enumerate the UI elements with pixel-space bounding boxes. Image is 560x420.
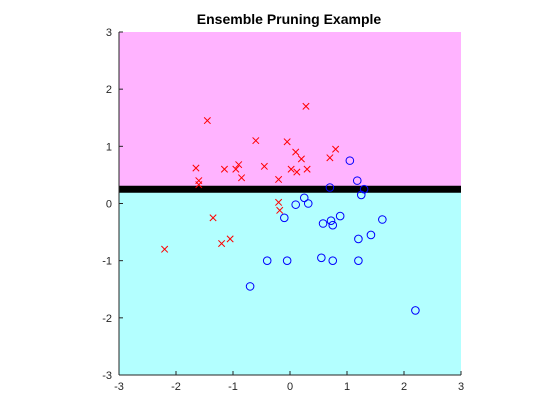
x-marker-point <box>293 168 301 176</box>
x-marker-point <box>209 214 217 222</box>
x-marker-point <box>252 137 260 145</box>
x-tick-label: 1 <box>344 381 350 393</box>
circle-marker-point <box>328 256 338 265</box>
circle-marker-point <box>303 199 313 208</box>
y-tick-label: -1 <box>102 256 112 268</box>
circle-marker-point <box>335 211 345 221</box>
x-tick-label: 3 <box>458 381 464 393</box>
x-marker-point <box>232 165 240 173</box>
x-tick-label: -2 <box>171 381 181 393</box>
x-marker-point <box>226 235 234 243</box>
circle-marker-point <box>352 176 362 185</box>
upper-region <box>119 32 461 190</box>
plot-area: -3 -2 -1 0 1 2 3 3 2 1 0 -1 -2 -3 <box>102 27 464 393</box>
x-marker-point <box>220 165 229 173</box>
x-marker-point <box>283 138 291 146</box>
circle-marker-point <box>299 193 309 203</box>
x-marker-point <box>161 245 169 253</box>
circle-marker-point <box>282 256 292 265</box>
circle-marker-point <box>245 282 255 291</box>
circle-marker-point <box>262 256 272 265</box>
x-tick-label: 0 <box>287 381 293 393</box>
circle-marker-point <box>356 190 366 200</box>
circle-marker-point <box>326 216 336 225</box>
x-marker-point <box>195 181 203 189</box>
x-tick-label: 2 <box>401 381 407 393</box>
circle-marker-point <box>325 183 335 192</box>
circle-marker-point <box>280 213 289 223</box>
y-tick-label: -3 <box>102 370 112 382</box>
chart-title: Ensemble Pruning Example <box>197 11 382 27</box>
x-marker-point <box>292 148 300 156</box>
circle-marker-point <box>318 219 328 228</box>
x-marker-point <box>326 154 334 162</box>
x-marker-point <box>218 239 226 248</box>
circle-marker-point <box>378 215 387 224</box>
x-tick-label: -3 <box>114 381 124 393</box>
x-marker-point <box>192 164 200 172</box>
x-marker-point <box>297 155 305 163</box>
x-marker-point <box>303 165 311 173</box>
x-marker-point <box>235 161 243 169</box>
x-marker-point <box>276 206 284 214</box>
circle-marker-point <box>366 230 376 240</box>
circle-marker-point <box>345 156 355 165</box>
circle-marker-point <box>354 256 363 265</box>
x-tick-label: -1 <box>228 381 238 393</box>
x-marker-point <box>302 102 310 110</box>
x-marker-point <box>237 174 246 182</box>
x-marker-point <box>275 175 283 184</box>
y-tick-label: 3 <box>106 27 112 39</box>
circle-marker-point <box>411 306 420 315</box>
lower-region <box>119 189 461 375</box>
x-marker-point <box>203 117 211 125</box>
y-tick-label: -2 <box>102 313 112 325</box>
circle-marker-point <box>317 253 326 263</box>
y-tick-label: 2 <box>106 84 112 96</box>
circle-marker-point <box>291 200 301 209</box>
circle-marker-point <box>354 234 363 244</box>
x-marker-point <box>287 165 295 173</box>
circle-marker-point <box>359 184 369 194</box>
x-marker-point <box>275 198 283 206</box>
x-marker-point <box>260 162 268 170</box>
y-tick-label: 0 <box>106 199 112 211</box>
y-tick-label: 1 <box>106 141 112 153</box>
x-marker-point <box>332 145 340 153</box>
circle-marker-point <box>328 220 338 230</box>
